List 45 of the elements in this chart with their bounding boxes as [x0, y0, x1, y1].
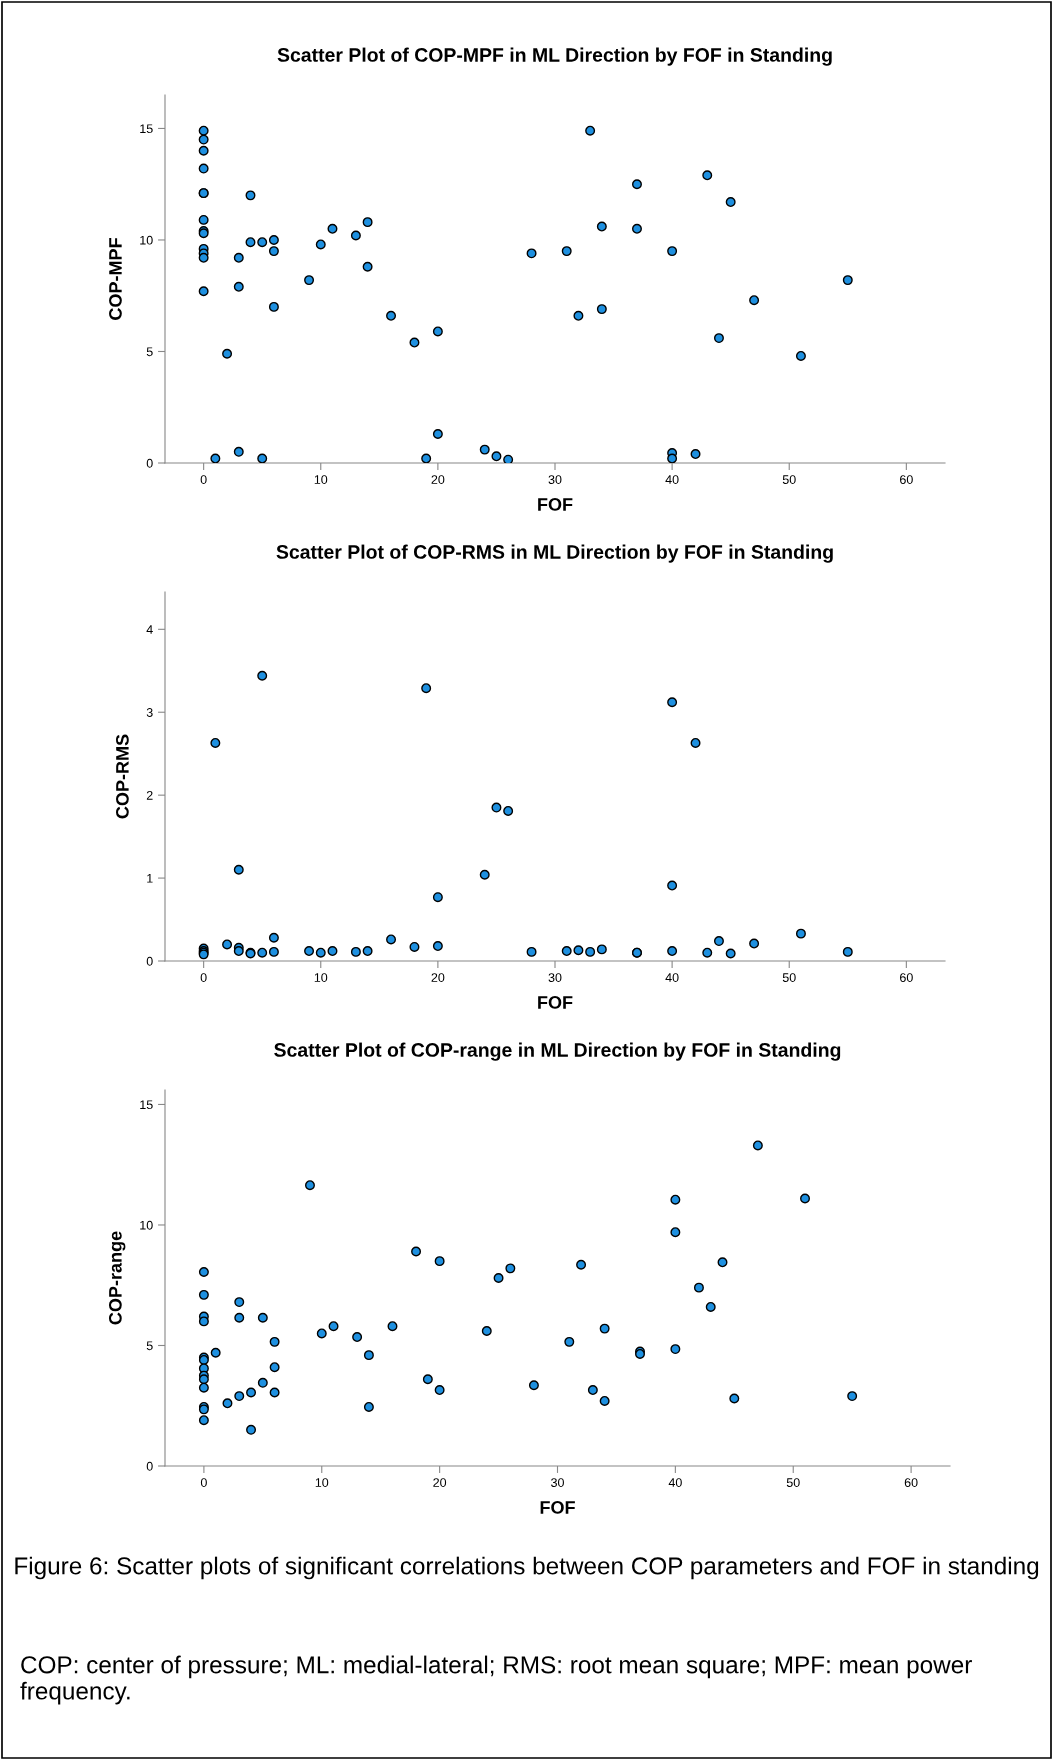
y-tick-label: 15	[140, 124, 153, 134]
y-tick-label: 0	[146, 1461, 153, 1471]
y-tick-label: 4	[146, 625, 153, 634]
y-tick-label: 2	[146, 790, 153, 800]
y-tick-label: 5	[146, 347, 153, 357]
x-tick-label: 30	[548, 973, 562, 982]
y-tick-label: 3	[146, 708, 153, 717]
x-tick-label: 50	[782, 475, 796, 484]
x-tick-label: 20	[433, 1478, 447, 1487]
x-axis-title: FOF	[538, 498, 573, 511]
x-tick-label: 30	[548, 475, 562, 484]
y-tick-label: 10	[140, 1220, 153, 1230]
x-tick-label: 30	[551, 1478, 564, 1487]
x-tick-label: 10	[315, 1478, 329, 1487]
x-axis-title: FOF	[540, 1501, 575, 1514]
x-tick-label: 0	[200, 1478, 207, 1487]
x-axis-title: FOF	[538, 996, 573, 1009]
chart-title: Scatter Plot of COP-range in ML Direction by FOF in Standing	[274, 1042, 841, 1061]
y-tick-label: 0	[146, 956, 153, 966]
text: COP: center of pressure; ML: medial-lateral; RMS: root mean square; MPF: mean power frequency.	[20, 1655, 972, 1705]
x-tick-label: 0	[200, 973, 207, 982]
y-axis-title: COP-range	[108, 1231, 126, 1325]
caption: Figure 6: Scatter plots of significant correlations between COP parameters and FOF in standing	[15, 1556, 1039, 1580]
x-tick-label: 10	[314, 475, 328, 484]
y-tick-label: 5	[146, 1341, 153, 1351]
y-axis-title: COP-RMS	[116, 734, 129, 819]
y-tick-label: 0	[146, 458, 153, 468]
y-axis-title: COP-MPF	[109, 238, 122, 320]
y-tick-label: 1	[147, 874, 153, 883]
y-tick-label: 10	[140, 235, 153, 245]
x-tick-label: 10	[314, 973, 328, 982]
x-tick-label: 60	[900, 475, 913, 484]
x-tick-label: 40	[665, 973, 679, 982]
x-tick-label: 40	[665, 475, 679, 484]
x-tick-label: 40	[668, 1478, 682, 1487]
x-tick-label: 50	[786, 1478, 800, 1487]
x-tick-label: 20	[431, 973, 445, 982]
chart-title: Scatter Plot of COP-MPF in ML Direction by FOF in Standing	[277, 47, 832, 66]
x-tick-label: 60	[904, 1478, 918, 1487]
x-tick-label: 20	[431, 475, 445, 484]
y-tick-label: 15	[140, 1100, 153, 1110]
chart-title: Scatter Plot of COP-RMS in ML Direction by FOF in Standing	[276, 544, 833, 563]
x-tick-label: 0	[200, 475, 207, 484]
x-tick-label: 60	[900, 973, 913, 982]
x-tick-label: 50	[782, 973, 796, 982]
